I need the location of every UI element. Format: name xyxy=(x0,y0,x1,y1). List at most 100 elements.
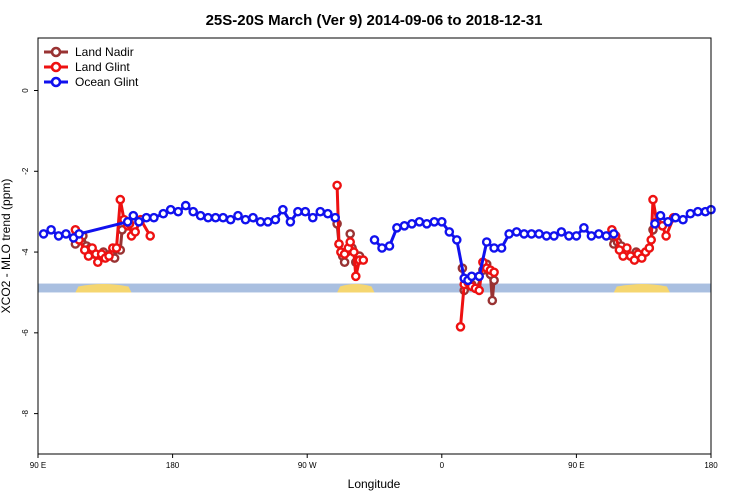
data-point-ocean-glint xyxy=(429,216,440,227)
data-point-land-glint xyxy=(349,247,359,257)
data-point-ocean-glint xyxy=(149,212,159,223)
x-tick-label: 90 E xyxy=(568,461,584,470)
data-point-ocean-glint xyxy=(519,229,529,239)
data-point-ocean-glint xyxy=(609,229,619,239)
x-tick-label: 0 xyxy=(440,461,445,470)
data-point-land-glint xyxy=(358,255,369,265)
x-axis-label: Longitude xyxy=(348,477,401,491)
data-point-ocean-glint xyxy=(134,216,144,227)
data-point-land-glint xyxy=(350,271,361,282)
map-band-land-1 xyxy=(337,284,375,293)
data-point-ocean-glint xyxy=(414,216,425,227)
data-point-ocean-glint xyxy=(601,231,612,241)
data-point-land-glint xyxy=(661,231,671,241)
legend-marker-ocean-glint xyxy=(50,76,62,88)
data-point-ocean-glint xyxy=(594,229,604,239)
data-point-ocean-glint xyxy=(240,214,251,225)
data-point-land-glint xyxy=(345,237,356,247)
map-band-land-2 xyxy=(613,284,670,293)
data-point-land-glint xyxy=(474,285,485,296)
data-point-ocean-glint xyxy=(421,218,432,229)
data-point-ocean-glint xyxy=(225,214,236,225)
data-point-land-nadir xyxy=(345,229,356,239)
data-point-ocean-glint xyxy=(46,224,56,235)
data-point-ocean-glint xyxy=(255,216,266,227)
data-point-ocean-glint xyxy=(436,216,447,227)
data-point-land-glint xyxy=(111,243,122,253)
data-point-ocean-glint xyxy=(180,200,191,211)
x-tick-label: 180 xyxy=(166,461,180,470)
data-point-land-glint xyxy=(622,243,632,253)
data-point-ocean-glint xyxy=(210,212,221,223)
plot-series xyxy=(38,180,716,332)
data-point-ocean-glint xyxy=(173,206,183,217)
x-tick-label: 90 E xyxy=(30,461,46,470)
data-point-ocean-glint xyxy=(122,216,133,227)
legend-marker-land-glint xyxy=(50,61,62,73)
data-point-land-glint xyxy=(130,227,140,237)
map-band xyxy=(38,283,711,293)
data-point-land-glint xyxy=(83,251,94,261)
data-point-ocean-glint xyxy=(203,212,213,223)
data-point-ocean-glint xyxy=(248,212,258,223)
data-point-ocean-glint xyxy=(158,208,169,219)
data-point-ocean-glint xyxy=(392,222,402,233)
data-point-ocean-glint xyxy=(165,204,176,215)
data-point-ocean-glint xyxy=(556,227,567,237)
chart-title: 25S-20S March (Ver 9) 2014-09-06 to 2018… xyxy=(206,12,543,29)
data-point-ocean-glint xyxy=(670,212,681,223)
data-point-ocean-glint xyxy=(74,229,84,239)
plot-frame xyxy=(37,37,712,455)
x-tick-label: 180 xyxy=(704,461,718,470)
data-point-ocean-glint xyxy=(693,206,703,217)
data-point-land-glint xyxy=(489,267,499,278)
legend-label-land-nadir: Land Nadir xyxy=(75,45,134,59)
data-point-land-nadir xyxy=(487,295,498,306)
data-point-ocean-glint xyxy=(678,214,688,225)
data-point-ocean-glint xyxy=(407,218,417,229)
data-point-land-nadir xyxy=(489,275,499,286)
data-point-ocean-glint xyxy=(188,206,198,217)
data-point-ocean-glint xyxy=(650,218,660,229)
legend-marker-land-nadir xyxy=(50,46,62,58)
data-point-ocean-glint xyxy=(233,210,243,221)
data-point-land-glint xyxy=(618,251,628,261)
y-tick-label: 0 xyxy=(21,88,30,93)
y-tick-label: -4 xyxy=(21,248,30,256)
data-point-ocean-glint xyxy=(586,231,597,241)
data-point-land-glint xyxy=(644,243,655,253)
data-point-land-nadir xyxy=(339,257,350,268)
data-point-ocean-glint xyxy=(285,216,296,227)
y-axis-label: XCO2 - MLO trend (ppm) xyxy=(0,179,13,314)
data-point-ocean-glint xyxy=(489,243,499,253)
x-axis: 90 E 180 90 W 0 90 E 180 xyxy=(30,454,718,470)
data-point-ocean-glint xyxy=(541,231,552,241)
data-point-ocean-glint xyxy=(270,214,281,225)
data-point-ocean-glint xyxy=(496,243,507,253)
data-point-ocean-glint xyxy=(384,241,395,251)
data-point-ocean-glint xyxy=(481,237,492,247)
y-tick-label: -2 xyxy=(21,167,30,175)
data-point-ocean-glint xyxy=(53,231,64,241)
data-point-land-glint xyxy=(455,321,466,332)
data-point-land-glint xyxy=(334,239,344,249)
data-point-ocean-glint xyxy=(38,229,49,239)
data-point-ocean-glint xyxy=(655,210,666,221)
x-tick-label: 90 W xyxy=(298,461,317,470)
y-tick-label: -6 xyxy=(21,329,30,337)
data-point-land-glint xyxy=(332,180,342,191)
data-point-ocean-glint xyxy=(195,210,206,221)
data-point-ocean-glint xyxy=(307,212,318,223)
data-point-land-glint xyxy=(104,251,114,261)
data-point-ocean-glint xyxy=(330,212,341,223)
data-point-ocean-glint xyxy=(218,212,228,223)
data-point-ocean-glint xyxy=(504,229,514,239)
data-point-ocean-glint xyxy=(399,220,410,231)
series-ocean-glint xyxy=(38,200,716,286)
legend-label-ocean-glint: Ocean Glint xyxy=(75,75,139,89)
map-band-ocean xyxy=(38,283,711,293)
data-point-land-glint xyxy=(145,231,155,241)
data-point-ocean-glint xyxy=(549,231,559,241)
